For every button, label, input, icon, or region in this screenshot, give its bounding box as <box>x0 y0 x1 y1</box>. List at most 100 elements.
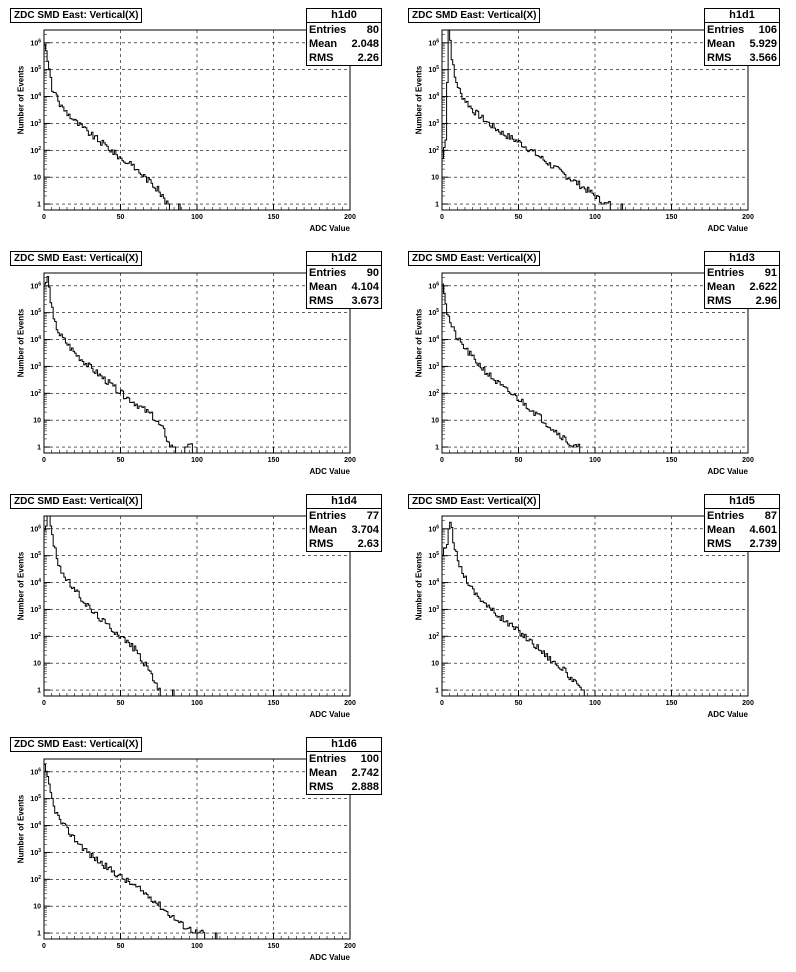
x-tick-label: 200 <box>742 214 754 221</box>
y-tick-label: 10 <box>33 904 41 911</box>
grid <box>44 759 350 939</box>
x-tick-label: 150 <box>268 700 280 707</box>
histogram-panel-h1d6: 0 50 100 150 200 1 10 102 103 104 105 106 ZDC SMD Ea… <box>0 729 398 972</box>
y-tick-label: 105 <box>428 551 439 560</box>
stats-mean-value: 5.929 <box>749 37 777 51</box>
stats-entries-label: Entries <box>309 752 346 766</box>
stats-rms-label: RMS <box>707 537 731 551</box>
stats-rms-value: 2.739 <box>749 537 777 551</box>
x-axis-label: ADC Value <box>708 710 748 719</box>
y-tick-label: 104 <box>30 821 41 830</box>
y-tick-label: 103 <box>428 119 439 128</box>
stats-rms-row: RMS 3.673 <box>307 294 381 308</box>
y-axis-label: Number of Events <box>17 66 26 134</box>
x-tick-label: 100 <box>191 700 203 707</box>
stats-rms-label: RMS <box>309 537 333 551</box>
stats-box: h1d6 Entries 100 Mean 2.742 RMS 2.888 <box>306 737 382 795</box>
stats-mean-row: Mean 2.622 <box>705 280 779 294</box>
stats-histogram-name: h1d3 <box>705 252 779 266</box>
stats-mean-row: Mean 3.704 <box>307 523 381 537</box>
y-tick-label: 102 <box>428 146 439 155</box>
stats-entries-value: 106 <box>759 23 777 37</box>
y-tick-label: 106 <box>428 524 439 533</box>
x-tick-label: 100 <box>589 700 601 707</box>
y-tick-label: 104 <box>30 92 41 101</box>
stats-entries-label: Entries <box>309 23 346 37</box>
y-tick-label: 104 <box>30 335 41 344</box>
y-tick-label: 1 <box>37 688 41 695</box>
histogram-line-h1d3 <box>442 284 587 453</box>
y-tick-label: 10 <box>431 175 439 182</box>
stats-rms-label: RMS <box>707 294 731 308</box>
stats-entries-row: Entries 77 <box>307 509 381 523</box>
stats-entries-row: Entries 106 <box>705 23 779 37</box>
x-tick-label: 150 <box>268 457 280 464</box>
x-tick-label: 0 <box>42 700 46 707</box>
stats-rms-row: RMS 2.96 <box>705 294 779 308</box>
stats-mean-value: 4.601 <box>749 523 777 537</box>
y-tick-label: 1 <box>37 445 41 452</box>
stats-rms-label: RMS <box>707 51 731 65</box>
histogram-title: ZDC SMD East: Vertical(X) <box>408 494 540 509</box>
stats-histogram-name: h1d2 <box>307 252 381 266</box>
stats-mean-row: Mean 5.929 <box>705 37 779 51</box>
stats-histogram-name: h1d0 <box>307 9 381 23</box>
stats-rms-label: RMS <box>309 780 333 794</box>
stats-entries-row: Entries 100 <box>307 752 381 766</box>
stats-rms-value: 3.673 <box>351 294 379 308</box>
stats-entries-value: 100 <box>361 752 379 766</box>
y-axis-label: Number of Events <box>17 309 26 377</box>
histogram-line-h1d4 <box>44 516 174 696</box>
stats-mean-value: 2.048 <box>351 37 379 51</box>
y-tick-label: 10 <box>33 175 41 182</box>
y-axis-label: Number of Events <box>17 552 26 620</box>
y-tick-label: 106 <box>30 524 41 533</box>
stats-histogram-name: h1d6 <box>307 738 381 752</box>
histogram-title: ZDC SMD East: Vertical(X) <box>10 251 142 266</box>
stats-rms-value: 2.96 <box>756 294 777 308</box>
stats-entries-row: Entries 80 <box>307 23 381 37</box>
stats-rms-value: 2.26 <box>358 51 379 65</box>
stats-mean-label: Mean <box>707 280 735 294</box>
stats-entries-label: Entries <box>309 509 346 523</box>
histogram-title: ZDC SMD East: Vertical(X) <box>10 8 142 23</box>
stats-entries-label: Entries <box>707 509 744 523</box>
stats-histogram-name: h1d5 <box>705 495 779 509</box>
x-tick-label: 150 <box>666 700 678 707</box>
stats-entries-label: Entries <box>707 266 744 280</box>
x-axis-label: ADC Value <box>310 467 350 476</box>
stats-rms-label: RMS <box>309 294 333 308</box>
stats-mean-label: Mean <box>309 280 337 294</box>
histogram-panel-h1d4: 0 50 100 150 200 1 10 102 103 104 105 106 ZDC SMD Ea… <box>0 486 398 729</box>
y-tick-label: 105 <box>428 65 439 74</box>
y-tick-label: 102 <box>30 389 41 398</box>
stats-rms-row: RMS 3.566 <box>705 51 779 65</box>
y-tick-label: 1 <box>37 202 41 209</box>
stats-rms-row: RMS 2.888 <box>307 780 381 794</box>
y-tick-label: 103 <box>30 119 41 128</box>
x-tick-label: 200 <box>344 943 356 950</box>
stats-rms-row: RMS 2.739 <box>705 537 779 551</box>
stats-rms-row: RMS 2.26 <box>307 51 381 65</box>
y-tick-label: 105 <box>30 551 41 560</box>
x-tick-label: 50 <box>117 457 125 464</box>
stats-mean-value: 2.622 <box>749 280 777 294</box>
histogram-panel-h1d2: 0 50 100 150 200 1 10 102 103 104 105 106 ZDC SMD Ea… <box>0 243 398 486</box>
histogram-line-h1d6 <box>44 764 217 939</box>
stats-rms-value: 3.566 <box>749 51 777 65</box>
x-tick-label: 50 <box>515 457 523 464</box>
y-tick-label: 103 <box>30 362 41 371</box>
x-tick-label: 200 <box>742 457 754 464</box>
x-tick-label: 100 <box>191 943 203 950</box>
y-tick-label: 103 <box>428 362 439 371</box>
stats-mean-row: Mean 2.048 <box>307 37 381 51</box>
y-tick-label: 102 <box>30 632 41 641</box>
y-tick-label: 103 <box>30 848 41 857</box>
y-tick-label: 102 <box>30 875 41 884</box>
stats-entries-value: 90 <box>367 266 379 280</box>
stats-entries-label: Entries <box>309 266 346 280</box>
y-tick-label: 102 <box>30 146 41 155</box>
x-tick-label: 100 <box>191 214 203 221</box>
histogram-line-h1d1 <box>442 30 623 210</box>
histogram-panel-h1d1: 0 50 100 150 200 1 10 102 103 104 105 106 ZDC SMD Ea… <box>398 0 796 243</box>
